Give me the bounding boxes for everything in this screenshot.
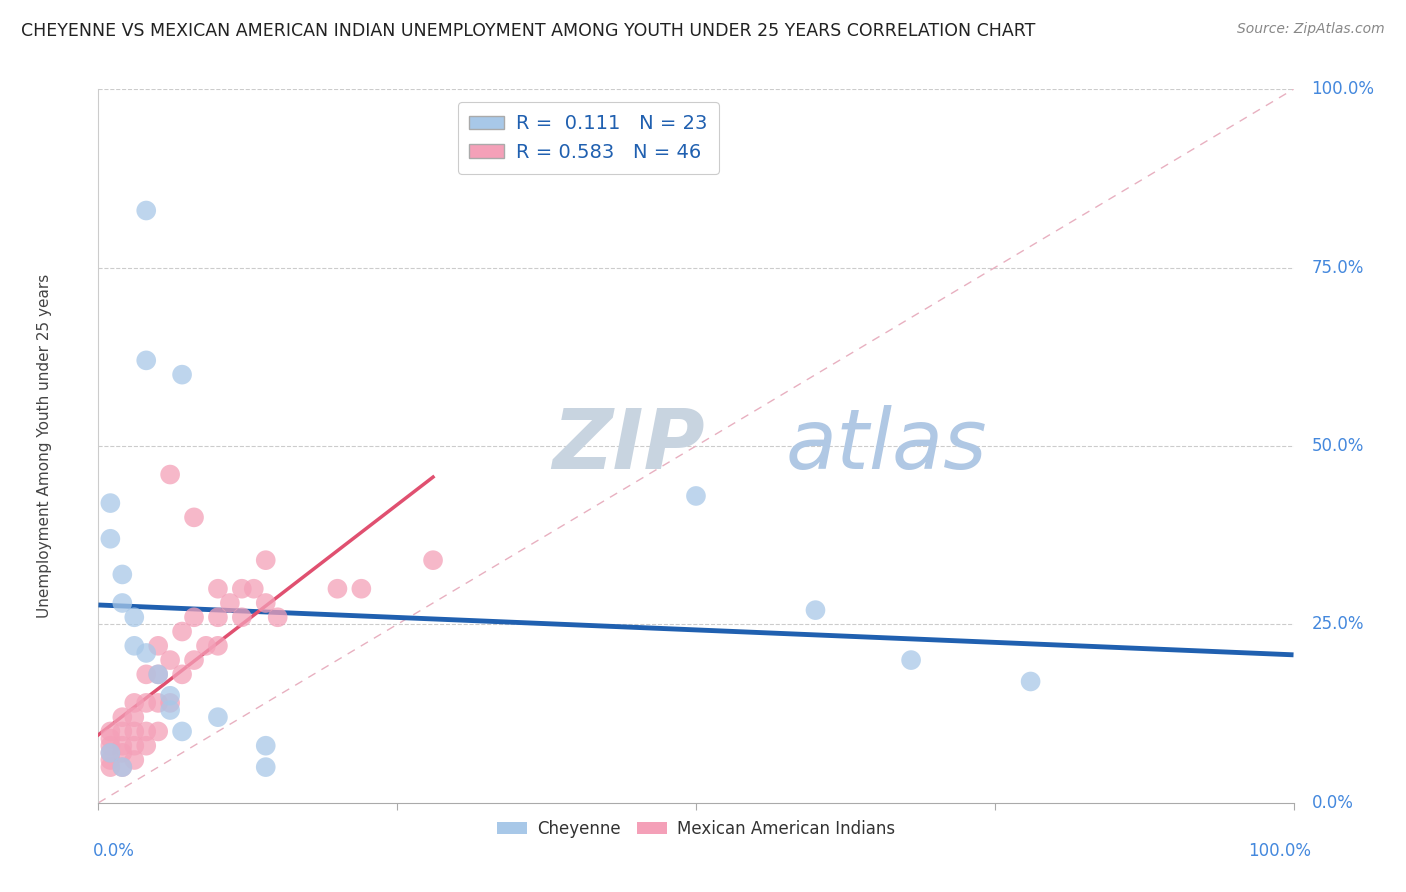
Point — [148, 667, 170, 681]
Point — [183, 653, 205, 667]
Point — [183, 610, 205, 624]
Point — [135, 646, 157, 660]
Point — [159, 703, 181, 717]
Point — [98, 532, 122, 546]
Point — [900, 653, 922, 667]
Point — [1019, 674, 1042, 689]
Point — [135, 739, 157, 753]
Point — [172, 368, 194, 382]
Point — [111, 746, 134, 760]
Point — [124, 753, 146, 767]
Text: 50.0%: 50.0% — [1312, 437, 1364, 455]
Text: Source: ZipAtlas.com: Source: ZipAtlas.com — [1237, 22, 1385, 37]
Point — [124, 610, 146, 624]
Point — [111, 724, 134, 739]
Point — [207, 710, 229, 724]
Point — [183, 510, 205, 524]
Point — [159, 689, 181, 703]
Point — [219, 596, 242, 610]
Point — [254, 739, 277, 753]
Text: ZIP: ZIP — [553, 406, 706, 486]
Point — [207, 639, 229, 653]
Point — [98, 760, 122, 774]
Point — [207, 610, 229, 624]
Point — [98, 746, 122, 760]
Point — [172, 624, 194, 639]
Point — [159, 467, 181, 482]
Point — [195, 639, 218, 653]
Point — [685, 489, 707, 503]
Text: CHEYENNE VS MEXICAN AMERICAN INDIAN UNEMPLOYMENT AMONG YOUTH UNDER 25 YEARS CORR: CHEYENNE VS MEXICAN AMERICAN INDIAN UNEM… — [21, 22, 1035, 40]
Legend: Cheyenne, Mexican American Indians: Cheyenne, Mexican American Indians — [491, 814, 901, 845]
Point — [254, 596, 277, 610]
Point — [159, 696, 181, 710]
Text: Unemployment Among Youth under 25 years: Unemployment Among Youth under 25 years — [37, 274, 52, 618]
Text: 25.0%: 25.0% — [1312, 615, 1364, 633]
Point — [148, 696, 170, 710]
Point — [135, 353, 157, 368]
Point — [148, 724, 170, 739]
Text: 100.0%: 100.0% — [1249, 842, 1312, 860]
Point — [231, 610, 253, 624]
Point — [111, 739, 134, 753]
Point — [159, 653, 181, 667]
Point — [98, 724, 122, 739]
Point — [172, 667, 194, 681]
Point — [804, 603, 827, 617]
Point — [135, 667, 157, 681]
Point — [254, 760, 277, 774]
Point — [243, 582, 266, 596]
Point — [135, 724, 157, 739]
Point — [124, 739, 146, 753]
Text: 0.0%: 0.0% — [93, 842, 135, 860]
Point — [207, 582, 229, 596]
Point — [111, 567, 134, 582]
Point — [231, 582, 253, 596]
Point — [111, 760, 134, 774]
Point — [124, 639, 146, 653]
Point — [148, 639, 170, 653]
Point — [98, 731, 122, 746]
Point — [254, 553, 277, 567]
Point — [111, 710, 134, 724]
Point — [98, 496, 122, 510]
Point — [111, 760, 134, 774]
Point — [135, 203, 157, 218]
Text: 75.0%: 75.0% — [1312, 259, 1364, 277]
Point — [135, 696, 157, 710]
Text: atlas: atlas — [786, 406, 987, 486]
Point — [124, 696, 146, 710]
Text: 0.0%: 0.0% — [1312, 794, 1354, 812]
Point — [124, 724, 146, 739]
Point — [148, 667, 170, 681]
Point — [124, 710, 146, 724]
Text: 100.0%: 100.0% — [1312, 80, 1375, 98]
Point — [98, 746, 122, 760]
Point — [326, 582, 349, 596]
Point — [172, 724, 194, 739]
Point — [98, 739, 122, 753]
Point — [98, 753, 122, 767]
Point — [350, 582, 373, 596]
Point — [422, 553, 444, 567]
Point — [267, 610, 290, 624]
Point — [111, 596, 134, 610]
